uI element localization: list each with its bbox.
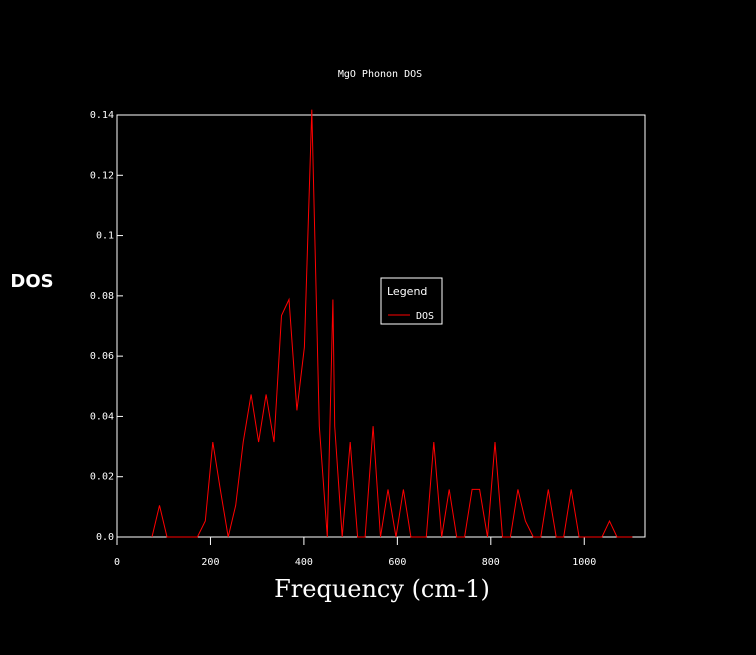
y-tick-label: 0.06 (90, 351, 114, 362)
x-axis-ticks: 0 200 400 600 800 1000 (114, 537, 596, 568)
x-axis-label: Frequency (cm-1) (274, 575, 490, 603)
y-tick-label: 0.12 (90, 170, 114, 181)
x-tick-label: 1000 (572, 557, 596, 568)
y-tick-label: 0.0 (96, 532, 114, 543)
legend: Legend DOS (380, 277, 443, 325)
y-axis-label: DOS (10, 271, 53, 292)
x-tick-label: 400 (295, 557, 313, 568)
legend-entry-dos: DOS (416, 311, 434, 322)
y-tick-label: 0.02 (90, 472, 114, 483)
y-axis-ticks: 0.0 0.02 0.04 0.06 0.08 0.1 0.12 0.14 (90, 110, 123, 543)
plot-frame (116, 114, 646, 538)
y-tick-label: 0.04 (90, 411, 114, 422)
y-tick-label: 0.1 (96, 231, 114, 242)
x-tick-label: 0 (114, 557, 120, 568)
x-tick-label: 600 (388, 557, 406, 568)
y-tick-label: 0.08 (90, 291, 114, 302)
legend-title: Legend (387, 285, 427, 298)
x-tick-label: 800 (482, 557, 500, 568)
legend-box (380, 277, 443, 325)
chart-title: MgO Phonon DOS (338, 69, 422, 80)
x-tick-label: 200 (201, 557, 219, 568)
y-tick-label: 0.14 (90, 110, 114, 121)
series-line-dos (151, 109, 633, 538)
series-group (151, 109, 633, 538)
